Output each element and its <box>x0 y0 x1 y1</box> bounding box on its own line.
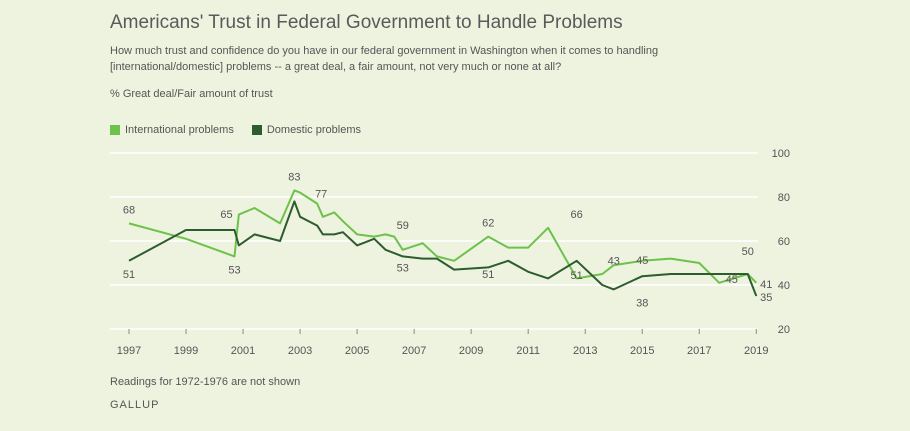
data-label: 51 <box>482 269 494 281</box>
x-tick-label: 2011 <box>516 345 540 357</box>
data-label: 51 <box>571 270 583 282</box>
x-tick-label: 1997 <box>117 345 141 357</box>
data-label: 50 <box>742 246 754 258</box>
data-label: 53 <box>228 264 240 276</box>
data-label: 68 <box>123 204 135 216</box>
y-tick-label: 40 <box>778 280 790 292</box>
y-tick-label: 20 <box>778 324 790 336</box>
series-line-domestic <box>128 200 758 297</box>
legend-label-domestic: Domestic problems <box>266 124 361 136</box>
data-label: 38 <box>636 297 648 309</box>
y-tick-label: 80 <box>778 192 790 204</box>
x-tick-label: 2001 <box>231 345 255 357</box>
grid-layer <box>110 152 758 330</box>
data-label: 53 <box>397 262 409 274</box>
data-label: 45 <box>726 274 738 286</box>
axis-layer: 20 40 60 80 100 1997 1999 2001 2003 2005 2007 2009 2… <box>117 148 790 357</box>
data-label: 43 <box>608 255 620 267</box>
legend-swatch-domestic <box>251 125 262 135</box>
series-layer <box>128 189 758 297</box>
data-label: 45 <box>636 255 648 267</box>
data-label: 62 <box>482 218 494 230</box>
x-tick-label: 2003 <box>288 345 312 357</box>
x-tick-label: 2017 <box>687 345 711 357</box>
x-tick-label: 2013 <box>573 345 597 357</box>
data-label-layer: 68 53 83 77 59 62 66 43 45 50 41 51 65 53 51 51 38 45 35 <box>123 171 773 309</box>
data-label: 35 <box>760 292 772 304</box>
series-line-international <box>128 189 758 284</box>
legend-swatch-international <box>110 125 120 135</box>
chart-title: Americans' Trust in Federal Government t… <box>110 12 623 33</box>
x-tick-label: 2009 <box>459 345 483 357</box>
x-tick-label: 2005 <box>345 345 369 357</box>
data-label: 77 <box>315 189 327 201</box>
data-label: 41 <box>760 279 772 291</box>
legend-item-domestic[interactable]: Domestic problems <box>251 124 361 136</box>
gallup-logo: GALLUP <box>110 399 160 411</box>
chart-subtitle: How much trust and confidence do you hav… <box>110 45 659 73</box>
y-tick-label: 100 <box>772 148 790 160</box>
legend-item-international[interactable]: International problems <box>110 124 234 136</box>
measure-label: % Great deal/Fair amount of trust <box>110 88 273 100</box>
x-tick-label: 2015 <box>630 345 654 357</box>
data-label: 51 <box>123 269 135 281</box>
x-tick-label: 2007 <box>402 345 426 357</box>
legend: International problems Domestic problems <box>110 124 361 136</box>
y-tick-label: 60 <box>778 236 790 248</box>
x-tick-label: 1999 <box>174 345 198 357</box>
data-label: 66 <box>571 209 583 221</box>
footnote: Readings for 1972-1976 are not shown <box>110 376 301 388</box>
data-label: 83 <box>288 171 300 183</box>
legend-label-international: International problems <box>125 124 234 136</box>
data-label: 59 <box>397 220 409 232</box>
data-label: 65 <box>220 209 232 221</box>
x-tick-label: 2019 <box>744 345 768 357</box>
